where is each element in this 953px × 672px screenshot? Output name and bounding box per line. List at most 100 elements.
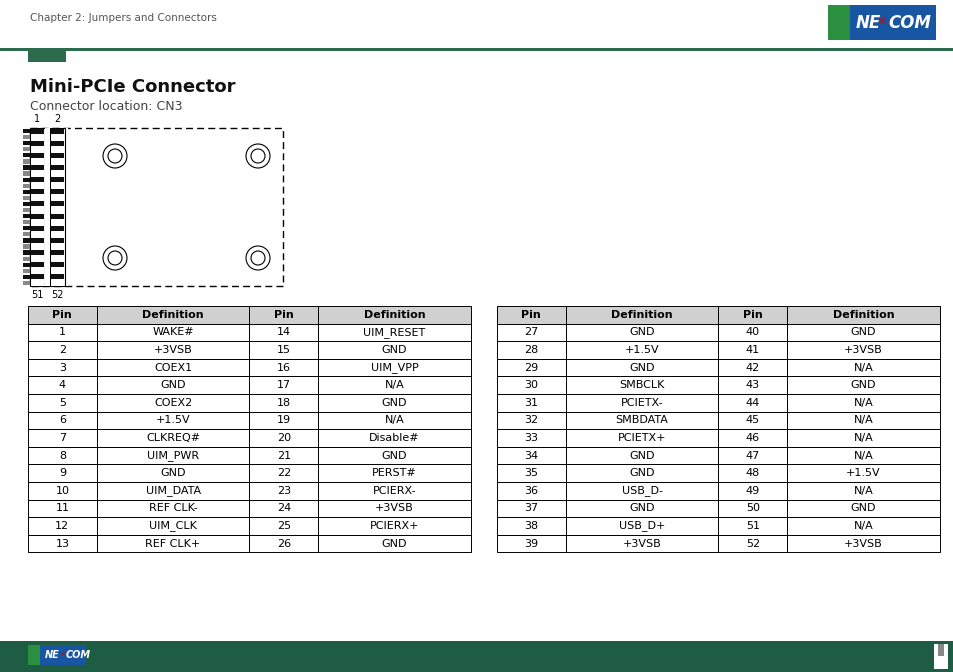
Bar: [318, 324, 471, 341]
Bar: [318, 517, 471, 535]
Bar: [51, 250, 64, 255]
Bar: [318, 447, 471, 464]
Bar: [497, 411, 565, 429]
Text: 12: 12: [55, 521, 70, 531]
Text: 2: 2: [54, 114, 61, 124]
Text: USB_D+: USB_D+: [618, 521, 664, 532]
Text: Definition: Definition: [363, 310, 425, 320]
Bar: [28, 359, 96, 376]
Bar: [30, 202, 44, 206]
Bar: [30, 183, 44, 188]
Bar: [51, 146, 64, 152]
Text: Disable#: Disable#: [369, 433, 419, 443]
Bar: [786, 499, 939, 517]
Bar: [51, 274, 64, 280]
Bar: [51, 140, 64, 146]
Text: Pin: Pin: [521, 310, 540, 320]
Bar: [786, 482, 939, 499]
Text: UIM_CLK: UIM_CLK: [149, 521, 197, 532]
Bar: [250, 306, 318, 324]
Bar: [786, 411, 939, 429]
Bar: [23, 153, 30, 157]
Bar: [30, 128, 68, 286]
Bar: [565, 359, 718, 376]
Bar: [23, 226, 30, 230]
Text: 44: 44: [745, 398, 760, 408]
Bar: [786, 517, 939, 535]
Bar: [718, 324, 786, 341]
Bar: [786, 464, 939, 482]
Bar: [51, 280, 64, 286]
Bar: [30, 208, 44, 212]
Bar: [250, 411, 318, 429]
Text: GND: GND: [629, 451, 654, 460]
Text: Definition: Definition: [611, 310, 672, 320]
Bar: [50, 128, 65, 286]
Bar: [30, 268, 44, 274]
Bar: [96, 359, 250, 376]
Bar: [250, 517, 318, 535]
Bar: [28, 376, 96, 394]
Bar: [30, 256, 44, 261]
Text: 43: 43: [745, 380, 760, 390]
Text: 16: 16: [276, 363, 291, 372]
Bar: [718, 376, 786, 394]
Bar: [786, 394, 939, 411]
Bar: [250, 359, 318, 376]
Text: GND: GND: [160, 468, 186, 478]
Bar: [96, 394, 250, 411]
Text: SMBDATA: SMBDATA: [615, 415, 668, 425]
Text: 32: 32: [524, 415, 537, 425]
Text: N/A: N/A: [853, 521, 873, 531]
Text: N/A: N/A: [384, 415, 404, 425]
Bar: [30, 128, 45, 286]
Bar: [30, 165, 44, 170]
Text: +3VSB: +3VSB: [843, 538, 882, 548]
Text: GND: GND: [629, 503, 654, 513]
Bar: [786, 306, 939, 324]
Bar: [28, 324, 96, 341]
Text: +3VSB: +3VSB: [153, 345, 193, 355]
Bar: [718, 306, 786, 324]
Text: 5: 5: [59, 398, 66, 408]
Bar: [718, 447, 786, 464]
Bar: [30, 214, 44, 218]
Bar: [497, 517, 565, 535]
Text: COEX2: COEX2: [153, 398, 192, 408]
Bar: [51, 202, 64, 206]
Bar: [565, 482, 718, 499]
Text: UIM_DATA: UIM_DATA: [146, 485, 200, 496]
Bar: [827, 5, 849, 40]
Bar: [23, 263, 30, 267]
Bar: [23, 177, 30, 182]
Bar: [23, 135, 30, 139]
Bar: [565, 341, 718, 359]
Bar: [250, 499, 318, 517]
Text: 42: 42: [745, 363, 760, 372]
Text: 47: 47: [745, 451, 760, 460]
Bar: [718, 517, 786, 535]
Text: Definition: Definition: [142, 310, 204, 320]
Text: GND: GND: [850, 327, 876, 337]
Bar: [0, 641, 953, 672]
Text: 51: 51: [745, 521, 759, 531]
Bar: [23, 165, 30, 169]
Text: 48: 48: [745, 468, 760, 478]
Text: +1.5V: +1.5V: [155, 415, 191, 425]
Bar: [23, 196, 30, 200]
Text: 15: 15: [276, 345, 291, 355]
Bar: [0, 48, 953, 51]
Text: N/A: N/A: [853, 486, 873, 496]
Bar: [23, 183, 30, 188]
Bar: [30, 140, 44, 146]
Text: GND: GND: [629, 363, 654, 372]
Text: 21: 21: [276, 451, 291, 460]
Bar: [51, 262, 64, 267]
Text: 50: 50: [745, 503, 759, 513]
Bar: [497, 359, 565, 376]
Bar: [565, 499, 718, 517]
Bar: [937, 644, 943, 655]
Bar: [786, 429, 939, 447]
Text: +1.5V: +1.5V: [624, 345, 659, 355]
Bar: [51, 256, 64, 261]
